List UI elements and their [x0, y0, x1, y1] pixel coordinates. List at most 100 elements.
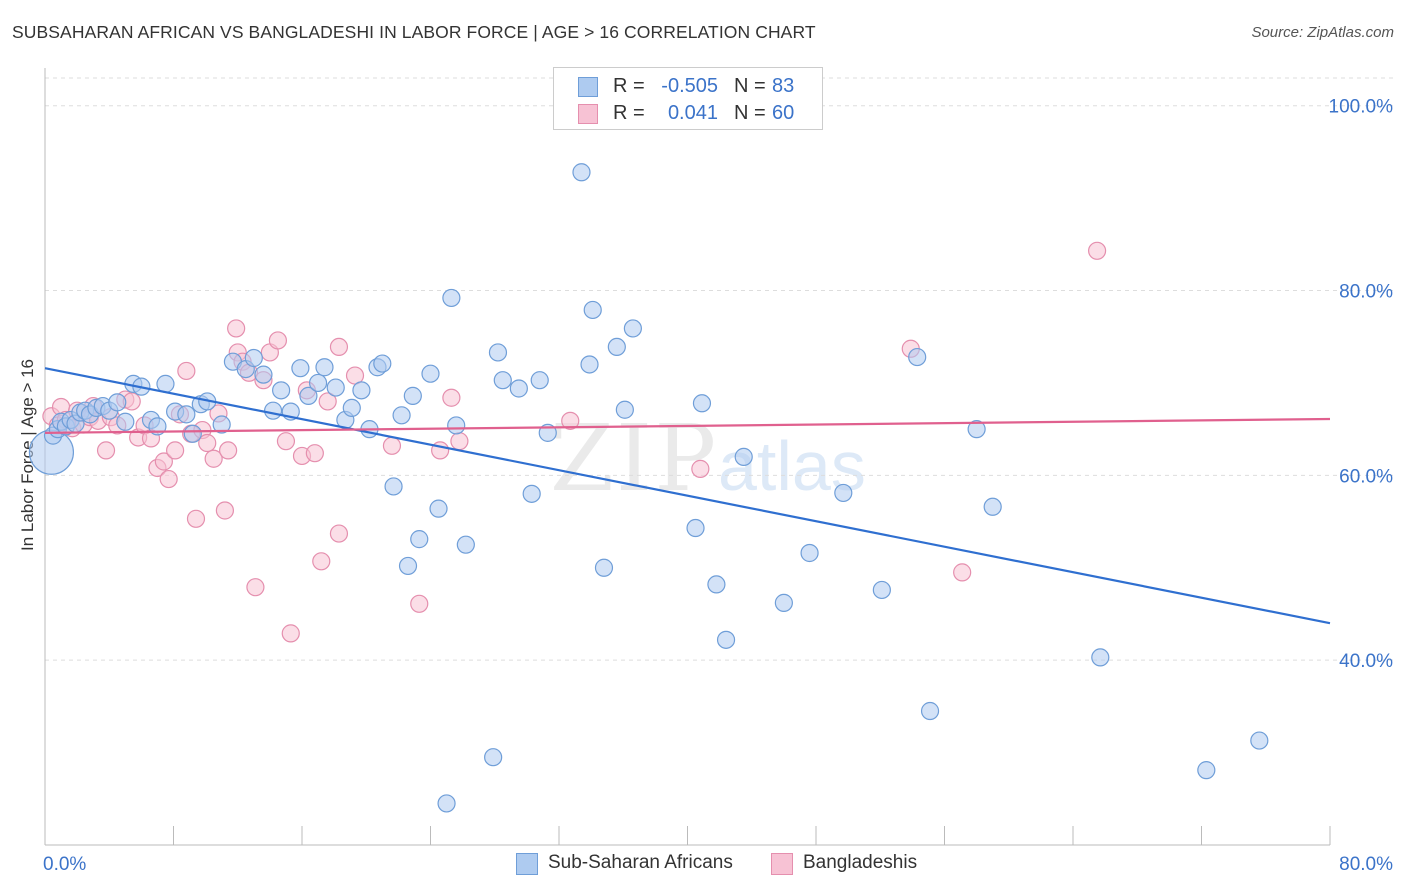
- subsaharan-point: [410, 530, 429, 549]
- bangladeshi-point: [329, 337, 349, 357]
- bangladeshi-point: [268, 331, 288, 350]
- subsaharan-point: [315, 358, 334, 377]
- bangladeshi-point: [561, 411, 580, 430]
- y-tick-labels: 40.0% 60.0% 80.0% 100.0%: [1329, 97, 1394, 672]
- subsaharan-point: [352, 381, 371, 400]
- subsaharan-point: [244, 348, 263, 368]
- bangladeshi-point: [227, 319, 246, 338]
- bangladeshi-point: [276, 432, 296, 451]
- subsaharan-point: [308, 373, 328, 393]
- subsaharan-point: [692, 394, 712, 413]
- subsaharan-point: [509, 379, 528, 398]
- subsaharan-point: [398, 556, 418, 576]
- subsaharan-point: [1197, 761, 1216, 780]
- bottom-legend-swatch-pink: [771, 853, 793, 875]
- subsaharan-point: [983, 497, 1002, 516]
- bangladeshi-point: [219, 441, 238, 460]
- subsaharan-point: [291, 359, 310, 378]
- bangladeshi-point: [318, 392, 337, 411]
- subsaharan-point: [183, 424, 202, 443]
- subsaharan-point: [447, 416, 466, 435]
- bottom-legend-label: Sub-Saharan Africans: [548, 852, 733, 873]
- subsaharan-point: [484, 748, 503, 767]
- watermark: ZIP atlas: [550, 405, 866, 512]
- subsaharan-point: [594, 558, 614, 577]
- y-tick-label: 80.0%: [1339, 282, 1393, 303]
- subsaharan-point: [522, 484, 541, 503]
- subsaharan-point: [800, 543, 819, 563]
- bangladeshi-point: [312, 552, 331, 571]
- subsaharan-point: [967, 420, 986, 439]
- bangladeshi-point: [281, 624, 300, 643]
- legend-r-value: -0.505: [661, 75, 718, 97]
- y-tick-label: 100.0%: [1329, 97, 1394, 118]
- subsaharan-point: [488, 343, 508, 362]
- legend-n-value: 83: [772, 75, 795, 97]
- legend-r-label: R =: [613, 102, 645, 124]
- subsaharan-point: [1091, 648, 1110, 667]
- bangladeshi-point: [305, 444, 324, 463]
- subsaharan-point: [920, 701, 940, 721]
- correlation-legend: R = -0.505 N = 83 R = 0.041 N = 60: [553, 67, 823, 130]
- legend-swatch-blue: [578, 77, 598, 97]
- subsaharan-point: [254, 365, 273, 384]
- subsaharan-point: [716, 630, 736, 649]
- bangladeshi-point: [177, 361, 196, 381]
- subsaharan-point: [774, 593, 793, 612]
- subsaharan-point: [342, 398, 361, 418]
- subsaharan-point: [392, 406, 411, 425]
- subsaharan-point: [686, 518, 705, 538]
- subsaharan-point: [580, 355, 599, 374]
- subsaharan-point: [437, 794, 456, 813]
- bangladeshi-point: [442, 388, 461, 407]
- bangladeshi-point: [204, 449, 223, 468]
- subsaharan-point: [572, 163, 591, 182]
- subsaharan-point: [177, 405, 196, 424]
- subsaharan-point: [384, 477, 403, 496]
- bangladeshi-point: [186, 509, 206, 528]
- bangladeshi-point: [691, 459, 710, 478]
- subsaharan-point: [834, 483, 853, 503]
- legend-n-label: N =: [734, 102, 766, 124]
- subsaharan-point: [538, 423, 557, 442]
- bangladeshi-point: [450, 432, 469, 451]
- legend-swatch-pink: [578, 104, 598, 124]
- subsaharan-point: [1250, 731, 1269, 750]
- subsaharan-point: [212, 415, 231, 434]
- subsaharan-point: [530, 371, 549, 390]
- legend-r-value: 0.041: [667, 102, 718, 124]
- bangladeshi-point: [96, 441, 116, 460]
- source-credit: Source: ZipAtlas.com: [1251, 24, 1394, 41]
- subsaharan-trend-line: [44, 367, 1331, 625]
- bangladeshi-point: [159, 469, 178, 489]
- bangladeshi-point: [198, 433, 217, 453]
- subsaharan-point: [272, 381, 291, 400]
- subsaharan-point: [707, 575, 726, 594]
- subsaharan-point: [607, 337, 626, 357]
- subsaharan-point: [429, 499, 448, 518]
- x-tick-label: 80.0%: [1339, 854, 1393, 875]
- subsaharan-point: [403, 386, 422, 405]
- legend-r-label: R =: [613, 75, 645, 97]
- bangladeshi-point: [329, 524, 349, 543]
- y-tick-label: 60.0%: [1339, 466, 1393, 487]
- subsaharan-point: [263, 401, 283, 420]
- subsaharan-point: [299, 386, 318, 405]
- subsaharan-point: [108, 393, 127, 412]
- x-tick-label: 0.0%: [43, 854, 86, 875]
- subsaharan-point: [442, 288, 461, 308]
- subsaharan-point: [373, 354, 392, 373]
- subsaharan-point: [326, 378, 345, 397]
- bottom-legend-swatch-blue: [516, 853, 538, 875]
- subsaharan-point: [583, 300, 602, 320]
- y-tick-label: 40.0%: [1339, 651, 1393, 672]
- bangladeshi-point: [410, 594, 429, 613]
- subsaharan-point: [116, 412, 135, 431]
- bangladeshi-point: [154, 452, 173, 471]
- legend-n-label: N =: [734, 75, 766, 97]
- bangladeshi-point: [382, 436, 402, 455]
- subsaharan-point: [421, 364, 440, 383]
- chart-title: SUBSAHARAN AFRICAN VS BANGLADESHI IN LAB…: [12, 22, 816, 42]
- subsaharan-point: [615, 400, 634, 419]
- bangladeshi-point: [166, 441, 185, 460]
